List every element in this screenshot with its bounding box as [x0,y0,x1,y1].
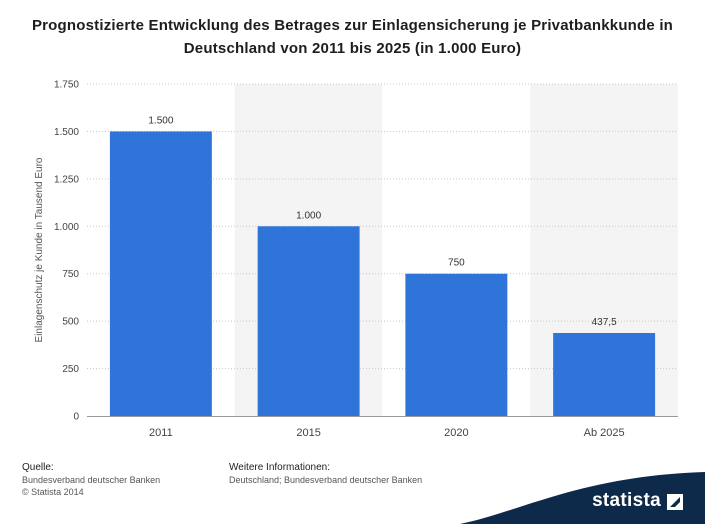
bar [109,131,212,416]
y-tick-label: 1.250 [54,174,79,185]
bar-value-label: 750 [448,258,465,269]
y-axis-label: Einlagenschutz je Kunde in Tausend Euro [34,157,45,342]
bar-value-label: 1.000 [296,210,321,221]
copyright-line: © Statista 2014 [22,487,84,497]
chart-title: Prognostizierte Entwicklung des Betrages… [31,17,674,57]
statista-brand: statista [460,472,705,524]
y-tick-label: 1.500 [54,127,79,138]
bar-value-label: 437,5 [592,317,617,328]
y-tick-label: 750 [62,269,79,280]
y-axis-ticks: 0 250 500 750 1.000 1.250 1.500 1.750 [54,80,79,423]
x-tick-label: 2020 [444,427,468,439]
statista-logo-text: statista [592,490,661,511]
sources-heading: Quelle: [22,462,54,473]
sources-line: Bundesverband deutscher Banken [22,475,161,485]
bars [109,131,656,416]
y-tick-label: 0 [73,412,79,423]
sources-block: Quelle: Bundesverband deutscher Banken ©… [22,462,212,498]
info-line: Deutschland; Bundesverband deutscher Ban… [229,475,423,485]
x-tick-label: Ab 2025 [584,427,625,439]
y-tick-label: 250 [62,364,79,375]
x-tick-label: 2015 [296,427,320,439]
bar [553,333,656,416]
bar-value-label: 1.500 [148,115,173,126]
x-tick-label: 2011 [149,427,173,439]
statista-logo-icon [667,494,683,510]
value-labels: 1.500 1.000 750 437,5 [148,115,617,328]
bar [405,273,508,416]
brand-wave [460,472,705,524]
y-tick-label: 1.750 [54,80,79,91]
info-heading: Weitere Informationen: [229,462,330,473]
y-tick-label: 1.000 [54,222,79,233]
info-block: Weitere Informationen: Deutschland; Bund… [229,462,489,486]
x-axis-ticks: 2011 2015 2020 Ab 2025 [149,427,625,439]
y-tick-label: 500 [62,317,79,328]
bar [257,226,360,416]
